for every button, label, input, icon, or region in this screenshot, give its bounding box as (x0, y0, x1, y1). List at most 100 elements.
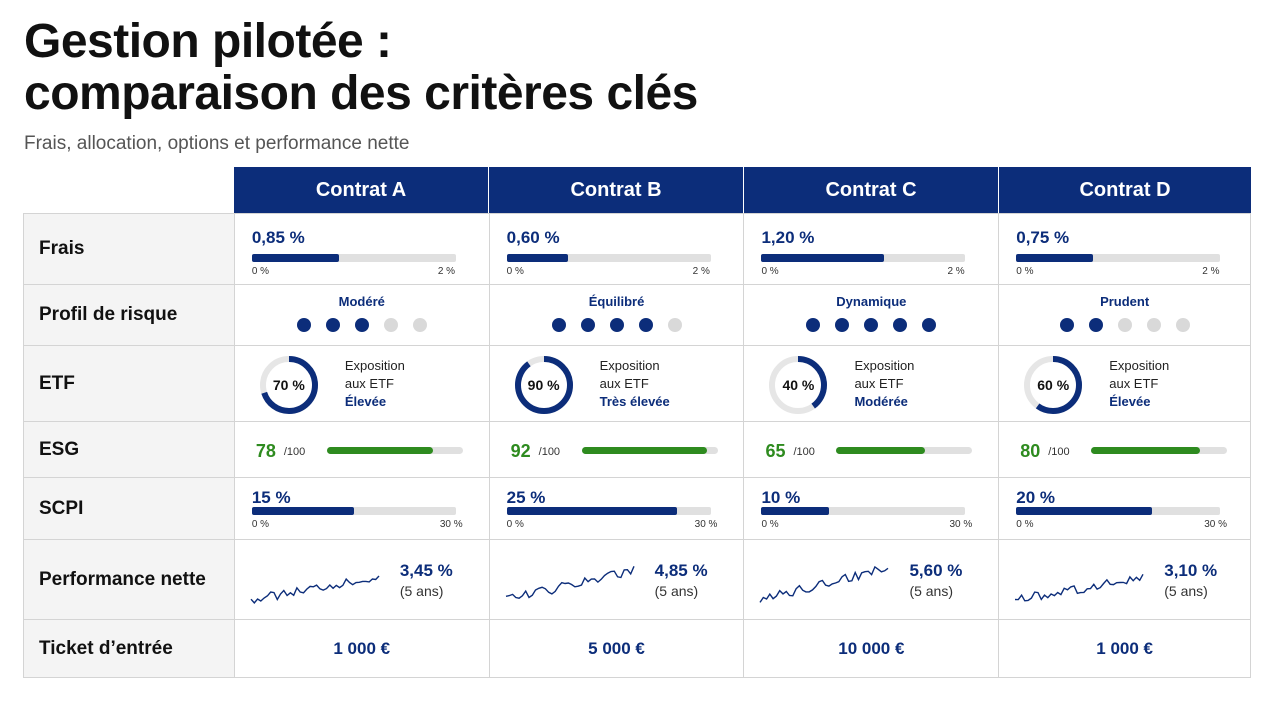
etf-description: Exposition aux ETF Très élevée (600, 357, 670, 411)
etf-level: Modérée (854, 394, 908, 409)
performance-period: (5 ans) (1164, 583, 1208, 599)
esg-bar-track (1091, 447, 1228, 454)
column-header-row: Contrat A Contrat B Contrat C Contrat D (234, 167, 1251, 213)
etf-percent-label: 40 % (782, 377, 815, 393)
etf-line-2: aux ETF (1109, 376, 1159, 391)
risk-cell: Prudent (999, 285, 1250, 345)
etf-donut-arc (259, 356, 318, 414)
esg-score: 65 (765, 441, 786, 461)
esg-max: /100 (1048, 446, 1070, 458)
performance-value: 3,10 % (1164, 561, 1218, 580)
risk-dot-filled (580, 318, 595, 332)
row-label-etf: ETF (24, 346, 235, 421)
esg-cell: 65 /100 (744, 422, 1000, 477)
frais-bar-max-label: 2 % (947, 266, 965, 277)
perf-cell: 4,85 % (5 ans) (490, 540, 745, 619)
scpi-bar-fill (251, 507, 354, 515)
etf-donut-arc (1024, 356, 1083, 414)
row-label-profil-risque: Profil de risque (24, 285, 235, 345)
scpi-value: 15 % (251, 488, 291, 507)
frais-bar-track (761, 254, 966, 262)
scpi-bar-max-label: 30 % (694, 519, 718, 530)
risk-level-dots (235, 318, 489, 332)
scpi-bar-min-label: 0 % (761, 519, 779, 530)
risk-dot-filled (354, 318, 369, 332)
etf-description: Exposition aux ETF Modérée (854, 357, 914, 411)
performance-sparkline (250, 575, 380, 604)
esg-bar-fill (326, 447, 433, 454)
row-frais: Frais 0,85 % 0 % 2 % 0,60 % 0 % 2 % 1,20… (24, 214, 1250, 285)
comparison-table: Contrat A Contrat B Contrat C Contrat D … (23, 167, 1251, 678)
risk-profile-label: Prudent (1100, 294, 1150, 309)
etf-percent-label: 90 % (527, 377, 560, 393)
row-etf: ETF 70 % Exposition aux ETF Élevée (24, 346, 1250, 422)
title-line-2: comparaison des critères clés (24, 67, 698, 120)
frais-value: 1,20 % (761, 228, 815, 247)
ticket-value: 1 000 € (333, 638, 391, 658)
etf-cell: 40 % Exposition aux ETF Modérée (744, 346, 1000, 421)
performance-period: (5 ans) (399, 583, 444, 599)
risk-level-dots (744, 318, 998, 332)
column-header-contrat-d: Contrat D (999, 167, 1251, 213)
perf-cell: 3,45 % (5 ans) (235, 540, 490, 619)
risk-dot-filled (922, 318, 937, 332)
performance-sparkline (759, 565, 889, 603)
frais-bar-min-label: 0 % (761, 266, 779, 277)
etf-donut-chart (769, 356, 828, 414)
etf-level: Élevée (344, 394, 387, 409)
risk-dot-filled (1088, 318, 1103, 332)
sparkline-path (505, 566, 635, 599)
etf-line-2: aux ETF (344, 376, 394, 391)
frais-cell: 1,20 % 0 % 2 % (744, 214, 1000, 284)
ticket-cell: 5 000 € (490, 620, 745, 677)
scpi-bar-track (1016, 507, 1221, 515)
esg-bar-fill (581, 447, 707, 454)
performance-sparkline (1015, 573, 1144, 602)
row-label-scpi: SCPI (24, 478, 235, 539)
frais-bar-min-label: 0 % (1016, 266, 1034, 277)
esg-cell: 92 /100 (490, 422, 745, 477)
column-header-contrat-c: Contrat C (744, 167, 999, 213)
frais-cell: 0,60 % 0 % 2 % (490, 214, 745, 284)
performance-value: 5,60 % (909, 561, 963, 580)
risk-dot-filled (551, 318, 566, 332)
esg-max: /100 (793, 446, 815, 458)
etf-donut-arc (769, 356, 828, 414)
frais-cell: 0,85 % 0 % 2 % (235, 214, 490, 284)
frais-bar-max-label: 2 % (437, 266, 456, 277)
frais-bar-track (1016, 254, 1221, 262)
scpi-value: 20 % (1016, 488, 1055, 507)
etf-donut-arc (514, 356, 573, 414)
scpi-bar-fill (761, 507, 830, 515)
row-label-performance-nette: Performance nette (24, 540, 235, 619)
etf-line-1: Exposition (1109, 358, 1170, 373)
scpi-value: 10 % (761, 488, 801, 507)
performance-period: (5 ans) (909, 583, 954, 599)
ticket-value: 10 000 € (838, 638, 905, 658)
performance-value: 3,45 % (399, 561, 453, 580)
risk-dot-filled (325, 318, 340, 332)
frais-bar-max-label: 2 % (1202, 266, 1220, 277)
frais-bar-min-label: 0 % (506, 266, 524, 277)
risk-dot-filled (296, 318, 311, 332)
risk-dot-filled (1059, 318, 1074, 332)
frais-value: 0,85 % (251, 228, 305, 247)
row-label-frais: Frais (24, 214, 235, 284)
scpi-bar-min-label: 0 % (506, 519, 524, 530)
risk-dot-empty (1175, 318, 1190, 332)
scpi-bar-min-label: 0 % (1016, 519, 1034, 530)
ticket-cell: 10 000 € (744, 620, 1000, 677)
risk-dot-empty (1146, 318, 1161, 332)
scpi-bar-max-label: 30 % (1204, 519, 1228, 530)
sparkline-path (250, 575, 380, 604)
perf-cell: 3,10 % (5 ans) (999, 540, 1250, 619)
etf-percent-label: 60 % (1037, 377, 1070, 393)
etf-percent-label: 70 % (272, 377, 305, 393)
esg-cell: 78 /100 (235, 422, 490, 477)
scpi-bar-track (761, 507, 966, 515)
performance-value: 4,85 % (654, 561, 708, 580)
etf-level: Élevée (1109, 394, 1151, 409)
row-label-esg: ESG (24, 422, 235, 477)
frais-cell: 0,75 % 0 % 2 % (999, 214, 1250, 284)
scpi-cell: 25 % 0 % 30 % (490, 478, 745, 539)
